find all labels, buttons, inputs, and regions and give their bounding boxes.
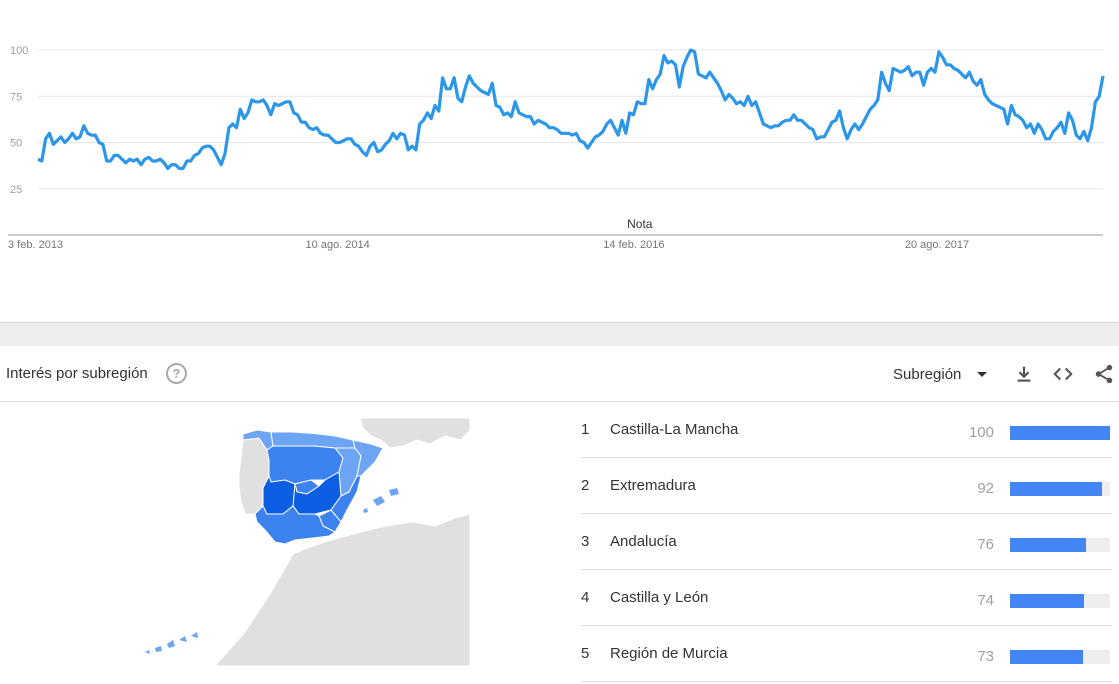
series-line[interactable]	[37, 48, 1105, 170]
interest-bar-fill	[1010, 594, 1084, 608]
interest-bar-fill	[1010, 426, 1110, 440]
region-name-link[interactable]: Andalucía	[610, 533, 677, 550]
rank-number: 3	[581, 533, 590, 550]
y-tick-label: 75	[10, 91, 22, 103]
region-map-svg	[135, 418, 470, 666]
card-header: Interés por subregión ? Subregión	[0, 346, 1119, 402]
map-africa	[214, 513, 470, 666]
map-canarias	[145, 632, 198, 654]
ranking-row[interactable]: 5 Región de Murcia 73	[581, 626, 1112, 682]
interest-bar-track	[1010, 594, 1110, 608]
x-tick-label: 3 feb. 2013	[8, 239, 63, 251]
interest-bar-fill	[1010, 482, 1102, 496]
x-tick-label: 14 feb. 2016	[603, 239, 664, 251]
map-baleares	[363, 488, 399, 513]
interest-over-time-chart: 100 75 50 25 Nota 3 feb. 2013 10 ago. 2014 14 f…	[0, 0, 1119, 322]
trend-line-chart[interactable]: 100 75 50 25 Nota 3 feb. 2013 10 ago. 2014 14 f…	[0, 0, 1119, 322]
caret-down-icon	[977, 371, 988, 377]
rank-number: 5	[581, 645, 590, 662]
ranking-row[interactable]: 2 Extremadura 92	[581, 458, 1112, 514]
region-name-link[interactable]: Castilla y León	[610, 589, 709, 606]
interest-bar-track	[1010, 426, 1110, 440]
interest-by-subregion-card: Interés por subregión ? Subregión	[0, 346, 1119, 684]
interest-value: 76	[977, 536, 994, 553]
interest-bar-track	[1010, 650, 1110, 664]
map-andalucia	[254, 505, 336, 545]
region-name-link[interactable]: Región de Murcia	[610, 645, 728, 662]
resolution-label: Subregión	[893, 365, 962, 383]
download-icon[interactable]	[1013, 363, 1035, 385]
region-name-link[interactable]: Castilla-La Mancha	[610, 421, 739, 438]
note-annotation: Nota	[627, 217, 653, 231]
interest-bar-fill	[1010, 650, 1083, 664]
rank-number: 4	[581, 589, 590, 606]
embed-code-icon[interactable]	[1052, 363, 1074, 385]
map-france	[359, 418, 470, 449]
interest-bar-fill	[1010, 538, 1086, 552]
share-icon[interactable]	[1093, 363, 1115, 385]
rank-number: 2	[581, 477, 590, 494]
interest-value: 74	[977, 592, 994, 609]
resolution-dropdown[interactable]: Subregión	[893, 363, 988, 385]
section-divider	[0, 322, 1119, 346]
y-tick-label: 25	[10, 184, 22, 196]
help-circle-icon[interactable]: ?	[166, 363, 187, 384]
y-tick-label: 100	[10, 45, 28, 57]
interest-bar-track	[1010, 538, 1110, 552]
ranking-row[interactable]: 4 Castilla y León 74	[581, 570, 1112, 626]
spain-subregion-map[interactable]	[135, 418, 470, 666]
region-name-link[interactable]: Extremadura	[610, 477, 696, 494]
card-title: Interés por subregión	[6, 365, 148, 382]
interest-value: 100	[968, 424, 994, 441]
x-tick-label: 20 ago. 2017	[905, 239, 969, 251]
interest-value: 92	[977, 480, 994, 497]
interest-bar-track	[1010, 482, 1110, 496]
x-tick-label: 10 ago. 2014	[306, 239, 370, 251]
ranking-row[interactable]: 3 Andalucía 76	[581, 514, 1112, 570]
rank-number: 1	[581, 421, 590, 438]
interest-value: 73	[977, 648, 994, 665]
ranking-list: 1 Castilla-La Mancha 100 2 Extremadura 92 3 And…	[581, 402, 1112, 682]
y-tick-label: 50	[10, 138, 22, 150]
ranking-row[interactable]: 1 Castilla-La Mancha 100	[581, 402, 1112, 458]
